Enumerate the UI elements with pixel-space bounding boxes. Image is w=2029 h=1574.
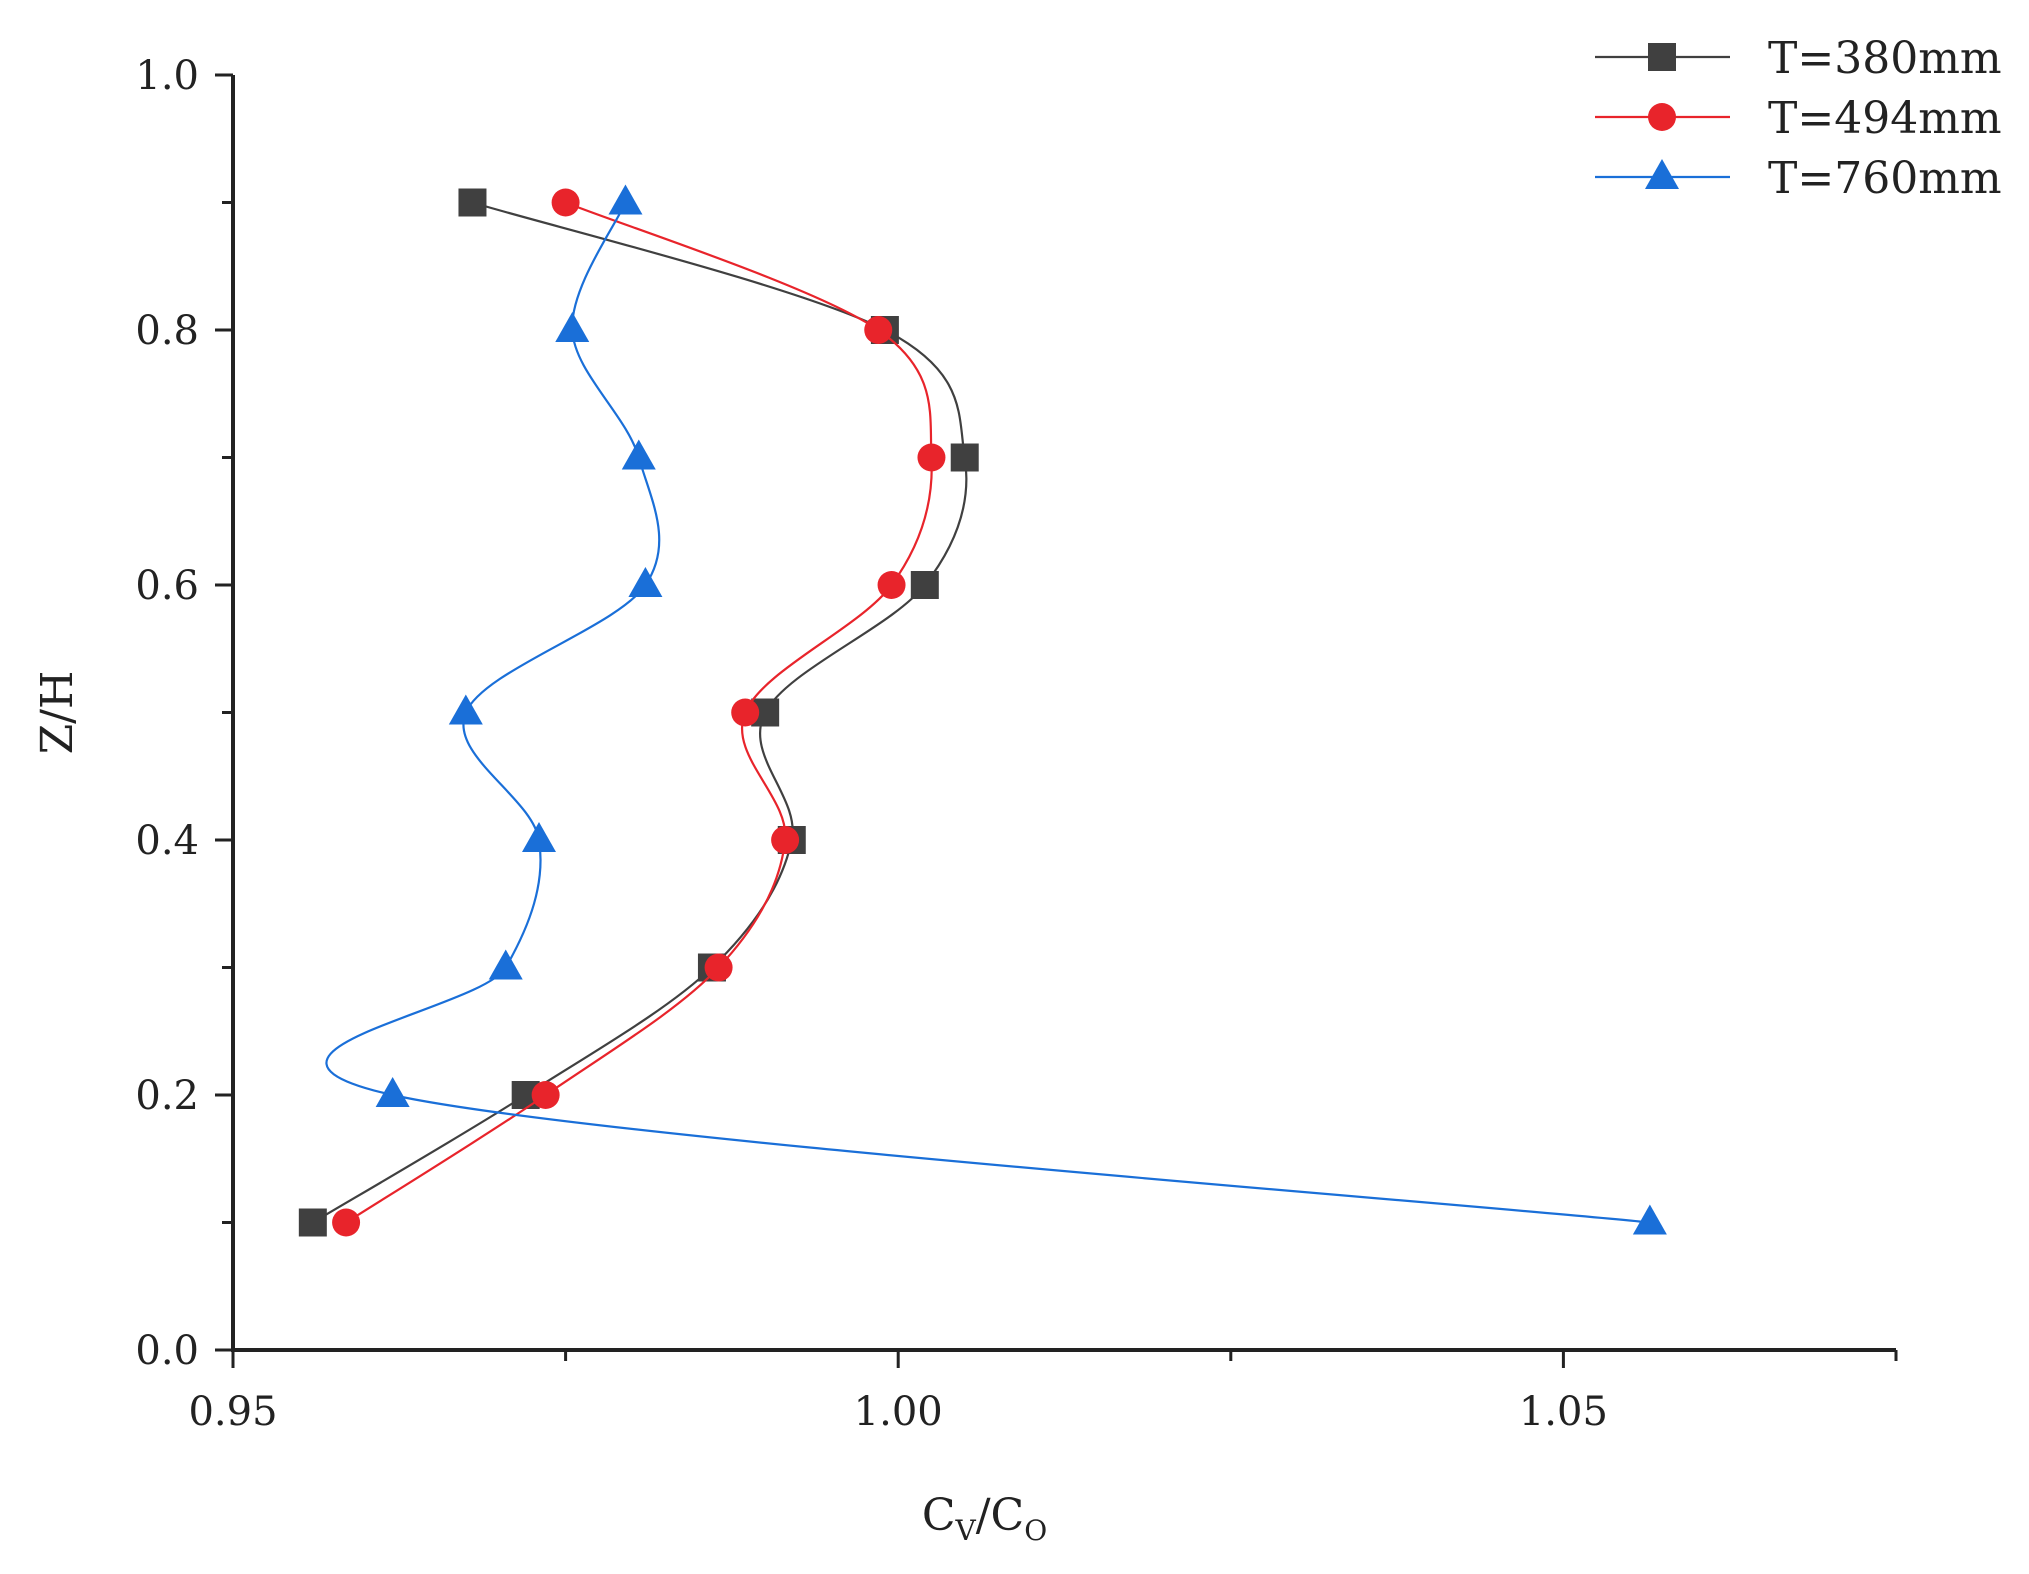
axes: 0.0 0.2 0.4 0.6 0.8 1.0 0.95 1.00 1.05 CV/CO Z/H <box>32 53 1898 1547</box>
legend-item: T=380mm <box>1595 33 2002 84</box>
data-point <box>628 567 663 597</box>
data-point <box>877 571 906 599</box>
data-point <box>864 316 893 344</box>
data-point <box>458 188 487 217</box>
series-line <box>325 202 1650 1224</box>
data-point <box>448 694 483 725</box>
y-tick-label: 0.2 <box>135 1073 199 1119</box>
series-2 <box>332 188 946 1237</box>
x-axis-title-sub2: O <box>1024 1514 1047 1547</box>
y-tick-label: 1.0 <box>135 53 199 99</box>
data-point <box>950 443 979 472</box>
data-point <box>531 1081 560 1109</box>
data-point <box>521 822 556 852</box>
y-tick-label: 0.0 <box>135 1328 199 1374</box>
y-tick-label: 0.8 <box>135 308 199 354</box>
legend-item: T=760mm <box>1595 153 2002 204</box>
y-axis-title: Z/H <box>32 671 83 755</box>
data-point <box>551 188 580 217</box>
data-point <box>731 698 760 727</box>
legend-marker <box>1648 103 1676 131</box>
data-point <box>555 312 590 342</box>
x-tick-label: 1.00 <box>854 1389 943 1435</box>
legend-label: T=760mm <box>1768 153 2002 204</box>
series-line <box>312 201 968 1224</box>
data-point <box>298 1208 327 1237</box>
legend-label: T=380mm <box>1768 33 2002 84</box>
data-point <box>910 571 939 599</box>
legend: T=380mm T=494mm T=760mm <box>1595 33 2002 204</box>
x-tick-label: 1.05 <box>1519 1389 1608 1435</box>
data-point <box>488 949 523 980</box>
data-point <box>608 184 643 215</box>
data-point <box>375 1077 410 1107</box>
data-point <box>704 953 733 982</box>
series-1 <box>298 188 979 1237</box>
x-tick-label: 0.95 <box>188 1389 277 1435</box>
legend-marker <box>1648 43 1676 71</box>
data-point <box>917 443 946 472</box>
y-tick-label: 0.4 <box>135 818 199 864</box>
series-layer <box>298 184 1667 1237</box>
data-point <box>1632 1204 1667 1235</box>
data-point <box>621 439 656 470</box>
x-axis-title: CV/CO <box>922 1490 1047 1547</box>
data-point <box>332 1208 361 1237</box>
x-axis-title-sub1: V <box>954 1514 976 1547</box>
series-line <box>345 201 933 1224</box>
legend-label: T=494mm <box>1768 93 2002 144</box>
series-3 <box>325 184 1667 1235</box>
data-point <box>771 826 800 854</box>
x-axis-title-main: C <box>922 1490 956 1541</box>
y-tick-label: 0.6 <box>135 563 199 609</box>
legend-item: T=494mm <box>1595 93 2002 144</box>
legend-marker <box>1645 159 1679 189</box>
x-axis-title-sep: /C <box>976 1490 1025 1541</box>
